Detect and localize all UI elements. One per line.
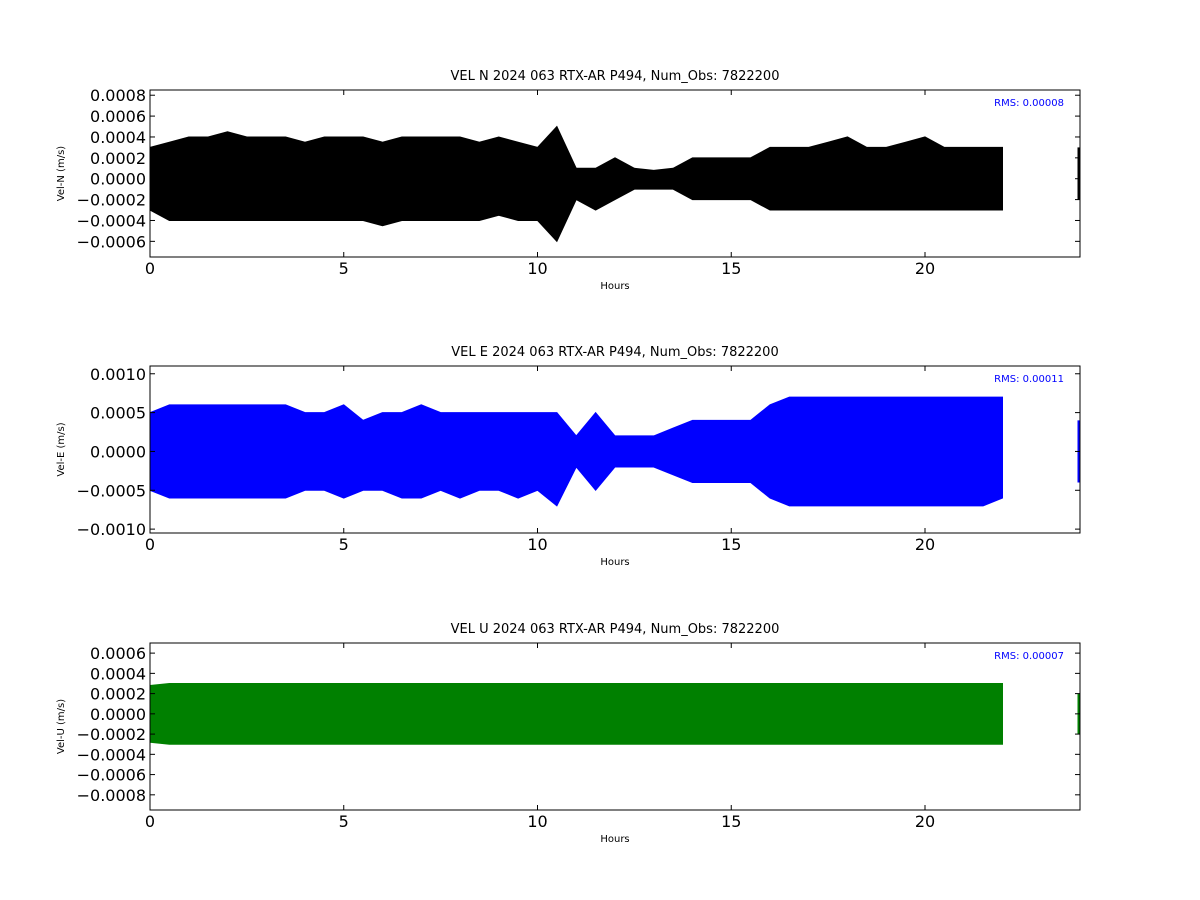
y-tick-label: 0.0004 xyxy=(90,128,146,147)
y-tick-label: −0.0006 xyxy=(77,766,146,785)
chart-title: VEL U 2024 063 RTX-AR P494, Num_Obs: 782… xyxy=(451,622,780,637)
y-tick-label: −0.0004 xyxy=(77,211,146,230)
chart-title: VEL E 2024 063 RTX-AR P494, Num_Obs: 782… xyxy=(451,345,778,360)
y-tick-label: 0.0005 xyxy=(90,404,146,423)
y-tick-label: −0.0004 xyxy=(77,745,146,764)
x-axis-label: Hours xyxy=(600,557,629,568)
y-axis-label: Vel-N (m/s) xyxy=(56,146,67,201)
y-tick-label: −0.0005 xyxy=(77,481,146,500)
x-axis-label: Hours xyxy=(600,281,629,292)
plot-frame xyxy=(149,89,1081,258)
x-tick-label: 20 xyxy=(915,535,935,554)
x-tick-label: 15 xyxy=(721,259,741,278)
x-tick-label: 15 xyxy=(721,535,741,554)
y-tick-label: 0.0000 xyxy=(90,705,146,724)
series-group xyxy=(150,396,1080,507)
rms-annotation: RMS: 0.00008 xyxy=(994,98,1064,109)
y-tick-label: 0.0006 xyxy=(90,644,146,663)
plot-frame xyxy=(149,365,1081,534)
y-tick-label: −0.0002 xyxy=(77,725,146,744)
chart-panel-2: 0 5 10 15 20 −0.0010 −0.0005 0.0000 0.0005 0.0010… xyxy=(56,345,1081,568)
chart-panel-3: 0 5 10 15 20−0.0008−0.0006−0.0004−0.00020.00… xyxy=(56,622,1081,845)
y-tick-label: 0.0006 xyxy=(90,107,146,126)
y-tick-label: 0.0002 xyxy=(90,149,146,168)
plot-frame xyxy=(149,642,1081,811)
chart-title: VEL N 2024 063 RTX-AR P494, Num_Obs: 782… xyxy=(451,69,780,84)
y-tick-label: −0.0008 xyxy=(77,786,146,805)
x-tick-label: 20 xyxy=(915,259,935,278)
series-band-1 xyxy=(150,682,1003,745)
x-tick-label: 10 xyxy=(527,259,547,278)
x-tick-label: 0 xyxy=(145,812,155,831)
y-tick-label: −0.0002 xyxy=(77,191,146,210)
x-tick-label: 10 xyxy=(527,812,547,831)
x-tick-label: 5 xyxy=(339,535,349,554)
y-axis-label: Vel-E (m/s) xyxy=(56,422,67,476)
y-tick-label: 0.0000 xyxy=(90,442,146,461)
x-tick-label: 20 xyxy=(915,812,935,831)
series-group xyxy=(150,125,1080,243)
series-band-1 xyxy=(150,396,1003,507)
x-tick-label: 0 xyxy=(145,259,155,278)
y-tick-label: 0.0004 xyxy=(90,664,146,683)
x-tick-label: 5 xyxy=(339,812,349,831)
series-band-1 xyxy=(150,125,1003,243)
y-axis-label: Vel-U (m/s) xyxy=(56,699,67,754)
rms-annotation: RMS: 0.00011 xyxy=(994,374,1064,385)
x-tick-label: 15 xyxy=(721,812,741,831)
x-axis-label: Hours xyxy=(600,834,629,845)
y-tick-label: 0.0000 xyxy=(90,170,146,189)
rms-annotation: RMS: 0.00007 xyxy=(994,651,1064,662)
y-tick-label: 0.0010 xyxy=(90,365,146,384)
x-tick-label: 10 xyxy=(527,535,547,554)
y-tick-label: 0.0008 xyxy=(90,86,146,105)
x-tick-label: 5 xyxy=(339,259,349,278)
y-tick-label: −0.0010 xyxy=(77,520,146,539)
x-tick-label: 0 xyxy=(145,535,155,554)
y-tick-label: 0.0002 xyxy=(90,685,146,704)
chart-panel-1: 0 5 10 15 20 −0.0006 −0.0004−0.0002 0.0000 0.000… xyxy=(56,69,1081,292)
series-group xyxy=(150,682,1080,745)
y-tick-label: −0.0006 xyxy=(77,232,146,251)
